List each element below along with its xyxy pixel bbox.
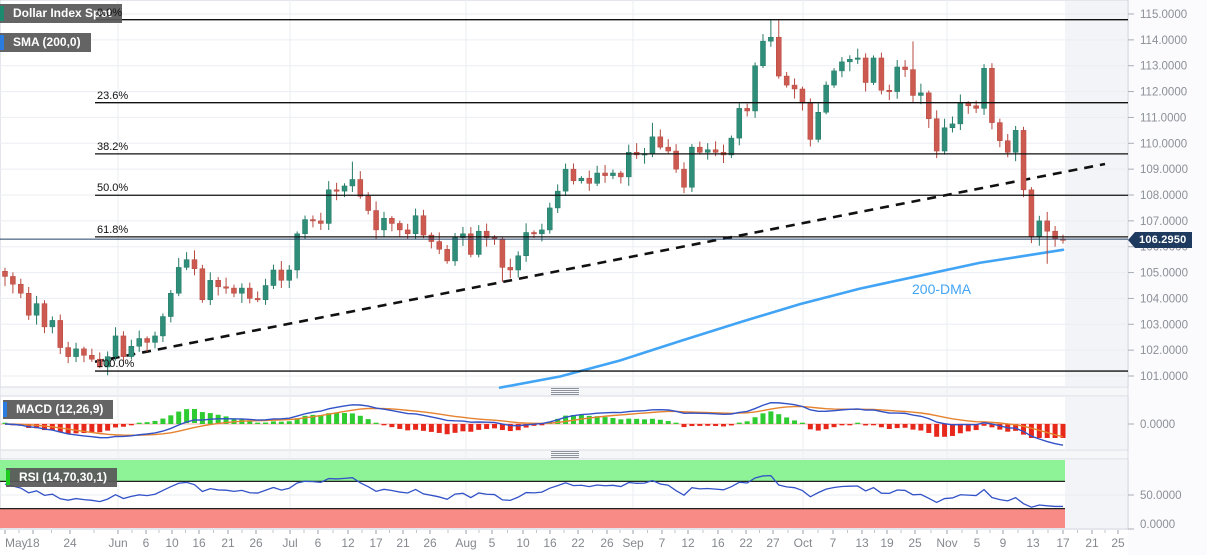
x-axis-label: 10 xyxy=(165,536,179,550)
y-axis-label: 108.0000 xyxy=(1140,190,1188,202)
y-axis-label: 102.0000 xyxy=(1140,345,1188,357)
y-axis-label: 109.0000 xyxy=(1140,164,1188,176)
rsi-overbought-band xyxy=(0,460,1065,482)
x-axis-label: 27 xyxy=(766,536,780,550)
x-axis-label: Jul xyxy=(282,536,297,550)
x-axis-label: 7 xyxy=(830,536,837,550)
pane-resize-handle[interactable] xyxy=(0,386,1129,397)
fib-label: 23.6% xyxy=(97,89,129,102)
x-axis-label: Oct xyxy=(794,536,813,550)
svg-text:0.0000: 0.0000 xyxy=(1140,419,1175,431)
y-axis-label: 101.0000 xyxy=(1140,371,1188,383)
x-axis-label: 6 xyxy=(143,536,150,550)
svg-text:0.0000: 0.0000 xyxy=(1140,519,1175,531)
macd-signal-line xyxy=(4,405,1064,438)
x-axis-label: 12 xyxy=(681,536,695,550)
trendline xyxy=(94,162,1106,364)
rsi-line xyxy=(4,474,1064,508)
x-axis-label: 25 xyxy=(1111,536,1125,550)
y-axis-label: 115.0000 xyxy=(1140,9,1187,21)
x-axis-label: 21 xyxy=(396,536,410,550)
y-axis-label: 111.0000 xyxy=(1140,112,1186,124)
x-axis-label: 10 xyxy=(516,536,530,550)
x-axis-label: 26 xyxy=(249,536,263,550)
legend-sma[interactable]: SMA (200,0) xyxy=(0,33,91,52)
dma-annotation: 200-DMA xyxy=(912,281,972,297)
sma-200-line xyxy=(498,248,1065,389)
y-axis-label: 104.0000 xyxy=(1140,293,1188,305)
x-axis-label: 6 xyxy=(315,536,322,550)
x-axis-label: 26 xyxy=(600,536,614,550)
gridlines xyxy=(0,0,1128,529)
badge-arrow-icon xyxy=(1128,231,1135,248)
legend-instrument[interactable]: Dollar Index Spot xyxy=(0,4,122,23)
y-axis-label: 105.0000 xyxy=(1140,268,1188,280)
x-axis-label: 24 xyxy=(63,536,77,550)
x-axis-label: 22 xyxy=(739,536,753,550)
y-axis-label: 113.0000 xyxy=(1140,61,1187,73)
x-axis-label: 19 xyxy=(880,536,894,550)
legend-rsi[interactable]: RSI (14,70,30,1) xyxy=(6,468,118,487)
y-axis-label: 107.0000 xyxy=(1140,216,1188,228)
x-axis-label: 13 xyxy=(855,536,869,550)
x-axis-label: May xyxy=(5,536,28,550)
series-color-bar xyxy=(6,470,10,485)
series-color-bar xyxy=(0,35,4,50)
y-axis-label: 103.0000 xyxy=(1140,319,1188,331)
y-axis-label: 114.0000 xyxy=(1140,35,1187,47)
last-price-value: 106.2950 xyxy=(1135,231,1193,248)
fib-label: 38.2% xyxy=(97,140,129,153)
legend-sma-label: SMA (200,0) xyxy=(13,35,81,49)
fib-label: 61.8% xyxy=(97,223,129,236)
series-color-bar xyxy=(0,6,4,21)
x-axis-label: Nov xyxy=(936,536,957,550)
legend-rsi-label: RSI (14,70,30,1) xyxy=(19,470,108,484)
x-axis-label: Sep xyxy=(622,536,644,550)
x-axis-label: 7 xyxy=(659,536,666,550)
svg-text:50.0000: 50.0000 xyxy=(1140,490,1182,502)
x-axis-label: 9 xyxy=(1000,536,1007,550)
x-axis-label: 22 xyxy=(571,536,585,550)
x-axis-label: 17 xyxy=(1056,536,1070,550)
x-axis-label: Jun xyxy=(108,536,127,550)
series-color-bar xyxy=(3,402,7,417)
macd-histogram xyxy=(2,408,1066,438)
fib-label: 0.0% xyxy=(97,6,123,19)
x-axis-label: 13 xyxy=(1026,536,1040,550)
x-axis-label: 21 xyxy=(221,536,235,550)
x-axis-label: 26 xyxy=(423,536,437,550)
x-axis-label: 21 xyxy=(1085,536,1099,550)
x-axis-label: 16 xyxy=(711,536,725,550)
y-axis-label: 110.0000 xyxy=(1140,138,1187,150)
x-axis-label: Aug xyxy=(455,536,476,550)
legend-macd[interactable]: MACD (12,26,9) xyxy=(3,400,114,419)
fib-label: 50.0% xyxy=(97,182,129,195)
x-axis-label: 5 xyxy=(974,536,981,550)
x-axis-label: 16 xyxy=(192,536,206,550)
x-axis-label: 17 xyxy=(369,536,383,550)
pane-resize-handle[interactable] xyxy=(0,449,1129,460)
x-axis-label: 12 xyxy=(341,536,355,550)
legend-instrument-label: Dollar Index Spot xyxy=(13,6,112,20)
x-axis-label: 5 xyxy=(489,536,496,550)
legend-macd-label: MACD (12,26,9) xyxy=(16,402,104,416)
x-axis-label: 18 xyxy=(26,536,40,550)
macd-line xyxy=(4,402,1064,446)
last-price-badge: 106.2950 xyxy=(1128,231,1193,248)
x-axis-label: 25 xyxy=(908,536,922,550)
candlesticks xyxy=(2,19,1066,376)
y-axis-label: 112.0000 xyxy=(1140,87,1187,99)
fib-label: 100.0% xyxy=(97,358,135,371)
x-axis-label: 16 xyxy=(543,536,557,550)
rsi-oversold-band xyxy=(0,508,1065,528)
